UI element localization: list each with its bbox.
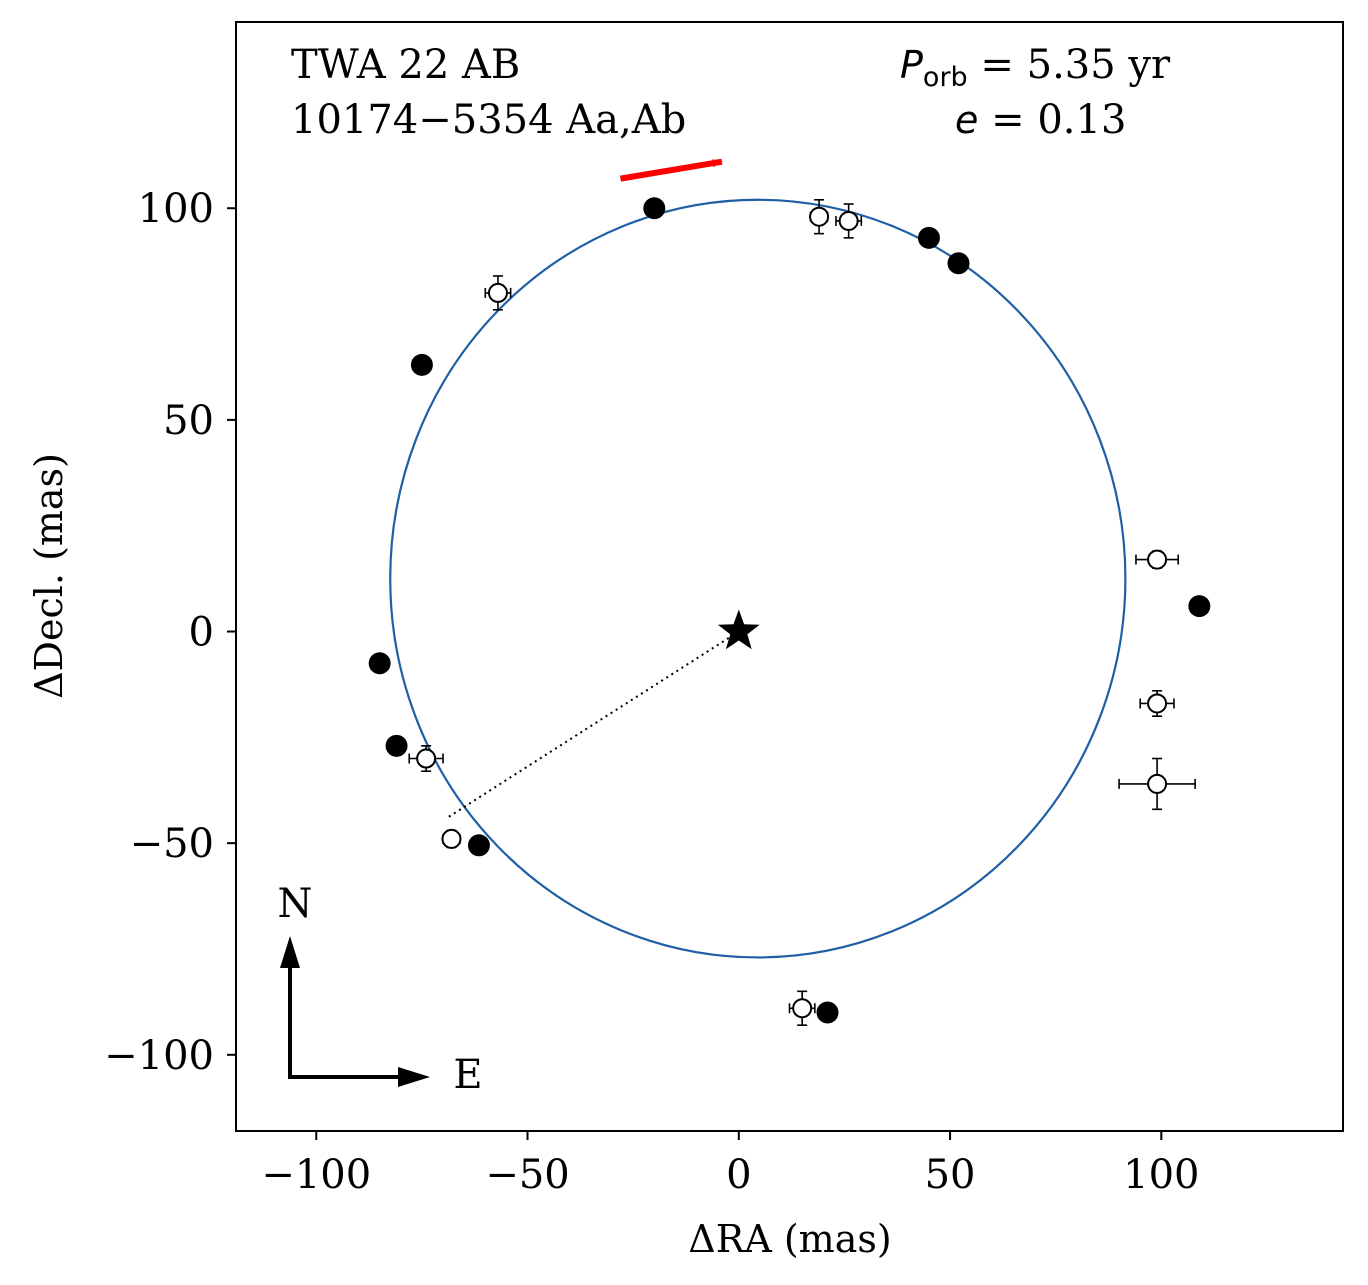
open-data-point (835, 203, 863, 239)
title-line-1: TWA 22 AB (291, 42, 520, 88)
y-tick-label: 100 (138, 186, 214, 232)
ecc-value: = 0.13 (978, 97, 1126, 143)
ecc-symbol: e (955, 98, 978, 142)
open-point-marker (416, 748, 437, 769)
eccentricity-annotation: e = 0.13 (955, 97, 1126, 143)
filled-data-point (947, 252, 970, 275)
compass: N E (278, 881, 483, 1098)
x-tick-label: 50 (925, 1152, 976, 1198)
y-tick-label: 0 (189, 610, 214, 656)
period-symbol: P (900, 43, 923, 87)
period-annotation: Porb = 5.35 yr (900, 42, 1171, 93)
open-data-point (408, 745, 444, 773)
filled-data-point (385, 734, 408, 757)
primary-star-marker (717, 609, 760, 650)
filled-data-point (1188, 595, 1211, 618)
orbit-layer (389, 158, 1127, 959)
filled-data-point (917, 226, 940, 249)
open-point-marker (1147, 693, 1168, 714)
open-data-point (441, 828, 462, 849)
east-arrow-head (398, 1067, 430, 1087)
x-tick-label: 0 (726, 1152, 751, 1198)
x-tick-label: −50 (485, 1152, 569, 1198)
orbit-ellipse (389, 198, 1127, 959)
open-data-point (1135, 549, 1180, 570)
y-tick-label: −50 (130, 821, 214, 867)
filled-data-point (467, 834, 490, 857)
east-label: E (453, 1052, 482, 1098)
open-point-marker (1147, 549, 1168, 570)
open-data-point (788, 990, 816, 1026)
filled-data-point (816, 1001, 839, 1024)
points-layer (368, 197, 1211, 1026)
open-point-marker (838, 210, 859, 231)
period-subscript: orb (923, 62, 968, 93)
open-point-marker (441, 828, 462, 849)
open-data-point (1118, 757, 1196, 811)
filled-data-point (368, 652, 391, 675)
y-axis-label: ΔDecl. (mas) (27, 453, 71, 699)
x-axis-label: ΔRA (mas) (688, 1217, 891, 1261)
x-tick-label: −100 (261, 1152, 371, 1198)
period-value: = 5.35 yr (968, 42, 1171, 88)
motion-direction-arrow (619, 158, 723, 182)
open-point-marker (487, 282, 508, 303)
north-label: N (278, 881, 313, 927)
open-data-point (809, 198, 830, 235)
open-point-marker (809, 206, 830, 227)
filled-data-point (410, 353, 433, 376)
north-arrow-head (280, 936, 300, 968)
axes-frame (235, 21, 1344, 1132)
x-tick-label: 100 (1123, 1152, 1199, 1198)
y-tick-label: −100 (104, 1033, 214, 1079)
ticks-layer: −100 −50 0 50 100 −100 −50 0 50 100 (104, 186, 1199, 1198)
title-line-2: 10174−5354 Aa,Ab (291, 97, 686, 143)
open-data-point (1139, 689, 1175, 717)
filled-data-point (643, 197, 666, 220)
open-data-point (484, 275, 512, 311)
open-point-marker (792, 998, 813, 1019)
node-line (446, 630, 740, 819)
open-point-marker (1147, 773, 1168, 794)
y-tick-label: 50 (163, 398, 214, 444)
